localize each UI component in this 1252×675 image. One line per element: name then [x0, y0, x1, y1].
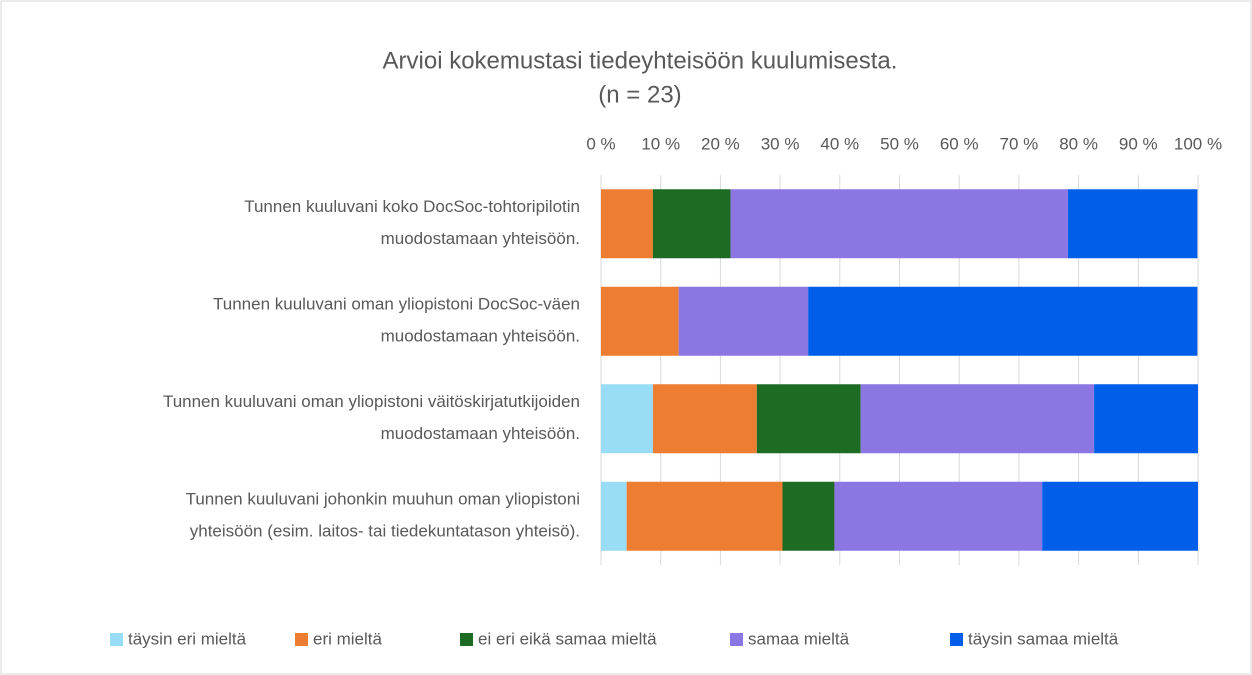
legend-swatch	[950, 633, 963, 646]
bar-segment	[1094, 384, 1198, 454]
bar-segment	[678, 286, 809, 356]
x-tick-label: 10 %	[641, 134, 680, 153]
legend-swatch	[110, 633, 123, 646]
x-tick-label: 20 %	[701, 134, 740, 153]
bar-segment	[601, 286, 679, 356]
bar-segment	[756, 384, 861, 454]
y-tick-label: Tunnen kuuluvani koko DocSoc-tohtoripilo…	[244, 197, 580, 248]
bar-segment	[834, 481, 1043, 551]
x-tick-label: 90 %	[1119, 134, 1158, 153]
y-tick-label: Tunnen kuuluvani johonkin muuhun oman yl…	[186, 490, 580, 541]
y-tick-label-line: yhteisöön (esim. laitos- tai tiedekuntat…	[190, 522, 580, 541]
x-tick-label: 60 %	[940, 134, 979, 153]
bar-segment	[652, 384, 757, 454]
bar-segment	[860, 384, 1095, 454]
x-tick-label: 30 %	[761, 134, 800, 153]
y-tick-label-line: muodostamaan yhteisöön.	[381, 229, 580, 248]
legend-swatch	[295, 633, 308, 646]
legend-label: samaa mieltä	[748, 629, 850, 648]
legend-label: ei eri eikä samaa mieltä	[478, 629, 657, 648]
bar-segment	[601, 189, 653, 259]
x-tick-label: 40 %	[820, 134, 859, 153]
legend-label: täysin samaa mieltä	[968, 629, 1119, 648]
bar-segment	[626, 481, 783, 551]
bar-segment	[808, 286, 1198, 356]
y-tick-label-line: Tunnen kuuluvani oman yliopistoni väitös…	[163, 392, 580, 411]
x-tick-label: 80 %	[1059, 134, 1098, 153]
bar-segment	[782, 481, 835, 551]
bar-segment	[1042, 481, 1198, 551]
legend-label: eri mieltä	[313, 629, 383, 648]
bar-segment	[652, 189, 731, 259]
legend-swatch	[730, 633, 743, 646]
x-tick-label: 0 %	[586, 134, 615, 153]
chart-title: Arvioi kokemustasi tiedeyhteisöön kuulum…	[383, 47, 898, 74]
bar-segment	[730, 189, 1068, 259]
y-tick-label: Tunnen kuuluvani oman yliopistoni väitös…	[163, 392, 580, 443]
y-tick-label-line: Tunnen kuuluvani johonkin muuhun oman yl…	[186, 490, 580, 509]
bar-segment	[601, 481, 627, 551]
x-tick-label: 100 %	[1174, 134, 1222, 153]
x-tick-label: 50 %	[880, 134, 919, 153]
y-tick-label-line: Tunnen kuuluvani koko DocSoc-tohtoripilo…	[244, 197, 580, 216]
bar-segment	[601, 384, 653, 454]
y-tick-label-line: muodostamaan yhteisöön.	[381, 424, 580, 443]
x-tick-label: 70 %	[1000, 134, 1039, 153]
y-tick-label-line: muodostamaan yhteisöön.	[381, 327, 580, 346]
legend-label: täysin eri mieltä	[128, 629, 247, 648]
y-tick-label-line: Tunnen kuuluvani oman yliopistoni DocSoc…	[213, 295, 580, 314]
chart-subtitle: (n = 23)	[598, 81, 681, 108]
bar-segment	[1067, 189, 1198, 259]
legend-swatch	[460, 633, 473, 646]
y-tick-label: Tunnen kuuluvani oman yliopistoni DocSoc…	[213, 295, 580, 346]
